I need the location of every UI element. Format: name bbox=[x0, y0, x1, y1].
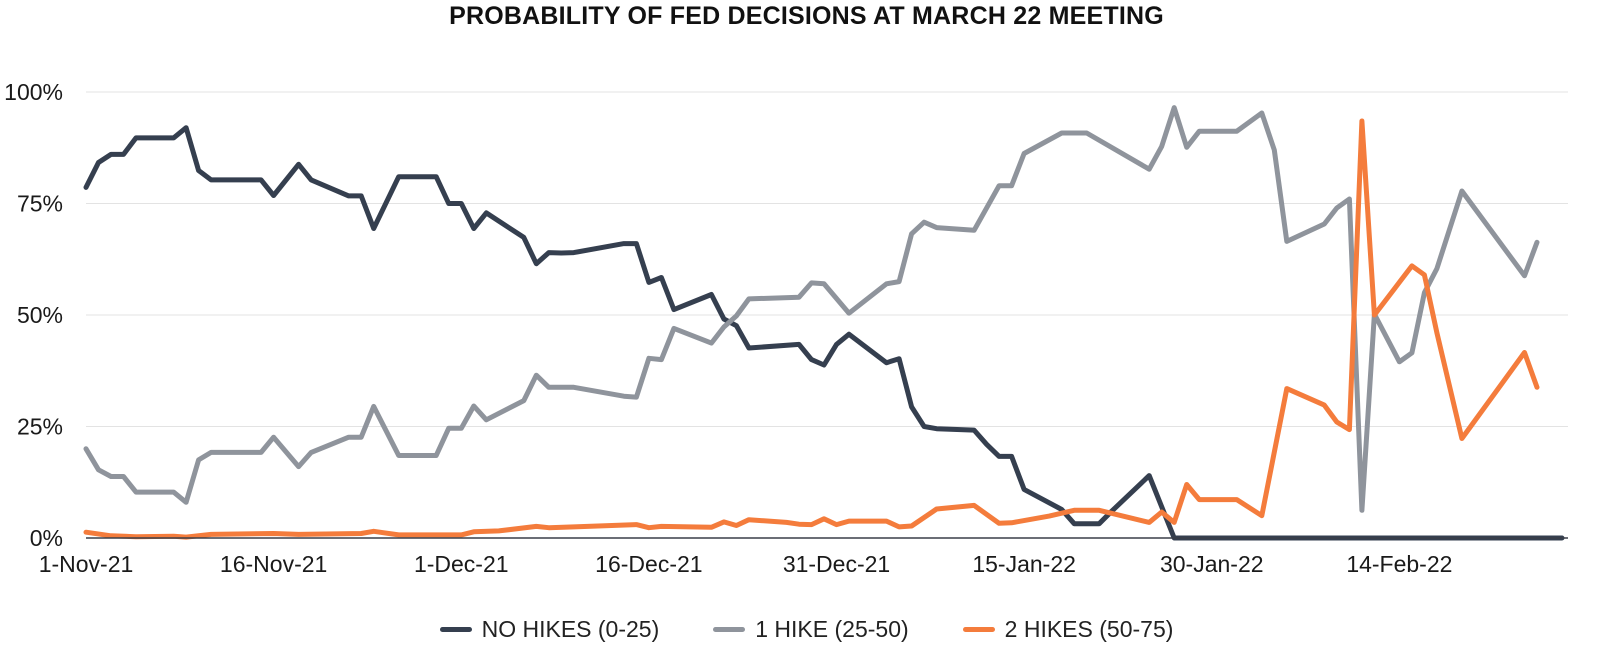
y-tick-label: 100% bbox=[4, 79, 63, 105]
x-tick-label: 16-Dec-21 bbox=[595, 551, 702, 577]
y-tick-label: 50% bbox=[17, 302, 63, 328]
legend-label: 2 HIKES (50-75) bbox=[1004, 616, 1174, 642]
legend-swatch bbox=[962, 627, 995, 632]
y-tick-label: 25% bbox=[17, 414, 63, 440]
legend-item: NO HIKES (0-25) bbox=[439, 616, 660, 643]
x-tick-label: 16-Nov-21 bbox=[220, 551, 327, 577]
y-tick-label: 0% bbox=[30, 525, 63, 551]
series-lines bbox=[83, 105, 1565, 541]
x-tick-label: 1-Nov-21 bbox=[39, 551, 134, 577]
chart-title: PROBABILITY OF FED DECISIONS AT MARCH 22… bbox=[449, 2, 1164, 30]
legend-label: 1 HIKE (25-50) bbox=[755, 616, 909, 642]
legend-item: 2 HIKES (50-75) bbox=[962, 616, 1174, 643]
x-tick-label: 14-Feb-22 bbox=[1346, 551, 1452, 577]
legend-swatch bbox=[713, 627, 746, 632]
legend: NO HIKES (0-25) 1 HIKE (25-50) 2 HIKES (50… bbox=[0, 616, 1613, 643]
x-tick-label: 30-Jan-22 bbox=[1160, 551, 1264, 577]
y-axis-ticks: 0% 25% 50% 75% 100% bbox=[4, 79, 63, 551]
series-line-1 bbox=[83, 125, 1565, 541]
x-axis-ticks: 1-Nov-21 16-Nov-21 1-Dec-21 16-Dec-21 31-Dec… bbox=[39, 551, 1453, 577]
x-tick-label: 31-Dec-21 bbox=[783, 551, 890, 577]
legend-item: 1 HIKE (25-50) bbox=[713, 616, 909, 643]
series-line-3 bbox=[83, 118, 1540, 540]
legend-label: NO HIKES (0-25) bbox=[481, 616, 660, 642]
legend-swatch bbox=[439, 627, 472, 632]
x-tick-label: 1-Dec-21 bbox=[414, 551, 509, 577]
gridlines bbox=[86, 91, 1568, 427]
x-tick-label: 15-Jan-22 bbox=[972, 551, 1076, 577]
y-tick-label: 75% bbox=[17, 191, 63, 217]
series-line-2 bbox=[83, 105, 1540, 513]
